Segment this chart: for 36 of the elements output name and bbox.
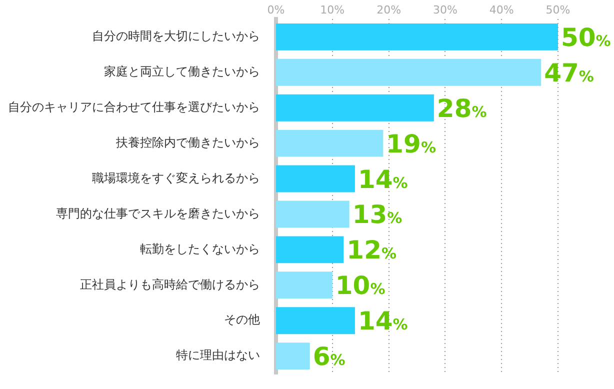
data-label: 6% — [312, 342, 346, 372]
y-tick-label: 家庭と両立して働きたいから — [104, 64, 260, 79]
x-tick-label: 40% — [489, 3, 514, 16]
bar — [276, 165, 355, 192]
x-tick-label: 30% — [432, 3, 458, 16]
y-tick-label: 正社員よりも高時給で働けるから — [80, 277, 260, 292]
bar — [276, 342, 310, 370]
bar — [276, 200, 350, 228]
data-label: 28% — [436, 94, 487, 123]
y-tick-label: その他 — [224, 312, 260, 327]
bar — [276, 307, 355, 334]
data-label: 19% — [386, 129, 436, 158]
data-label: 12% — [346, 236, 396, 265]
data-label: 47% — [544, 58, 594, 88]
x-tick-label: 50% — [546, 3, 570, 16]
x-tick-label: 10% — [320, 3, 345, 16]
data-label: 14% — [358, 306, 408, 336]
y-tick-label: 特に理由はない — [176, 348, 260, 362]
y-tick-label: 転勤をしたくないから — [140, 242, 260, 256]
y-tick-label: 職場環境をすぐ変えられるから — [92, 170, 260, 185]
data-label: 13% — [352, 200, 402, 230]
data-label: 10% — [335, 271, 386, 300]
y-tick-label: 扶養控除内で働きたいから — [115, 135, 260, 150]
bar — [276, 23, 558, 50]
y-tick-label: 自分のキャリアに合わせて仕事を選びたいから — [8, 100, 260, 114]
data-label: 14% — [358, 164, 408, 194]
y-tick-label: 自分の時間を大切にしたいから — [92, 29, 260, 44]
bar — [276, 272, 332, 299]
bar — [276, 58, 542, 86]
y-tick-label: 専門的な仕事でスキルを磨きたいから — [56, 206, 260, 220]
x-tick-label: 20% — [376, 3, 402, 16]
x-tick-label: 0% — [267, 3, 285, 16]
bar — [276, 236, 344, 264]
data-label: 50% — [561, 22, 611, 52]
bar — [276, 130, 384, 157]
bar — [276, 94, 434, 122]
